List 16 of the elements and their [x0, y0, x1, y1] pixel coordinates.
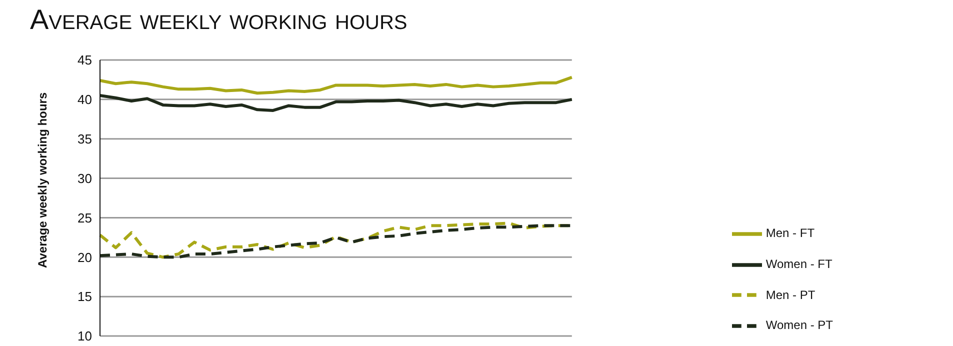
- y-tick-label: 30: [78, 170, 92, 186]
- y-tick-label: 15: [78, 289, 92, 304]
- legend-label: Women - FT: [766, 256, 832, 271]
- y-tick-label: 20: [78, 250, 92, 265]
- y-tick-label: 45: [78, 52, 92, 68]
- legend-label: Men - PT: [766, 288, 816, 302]
- legend-label: Women - PT: [766, 318, 833, 332]
- legend-label: Men - FT: [766, 226, 815, 240]
- y-tick-label: 35: [78, 131, 92, 146]
- y-tick-label: 10: [78, 328, 92, 344]
- chart-title: Average weekly working hours: [30, 4, 408, 36]
- y-axis-title: Average weekly working hours: [35, 92, 50, 268]
- y-tick-label: 25: [78, 210, 92, 226]
- line-series: [98, 76, 574, 95]
- y-tick-label: 40: [78, 92, 92, 108]
- line-series: [98, 94, 574, 112]
